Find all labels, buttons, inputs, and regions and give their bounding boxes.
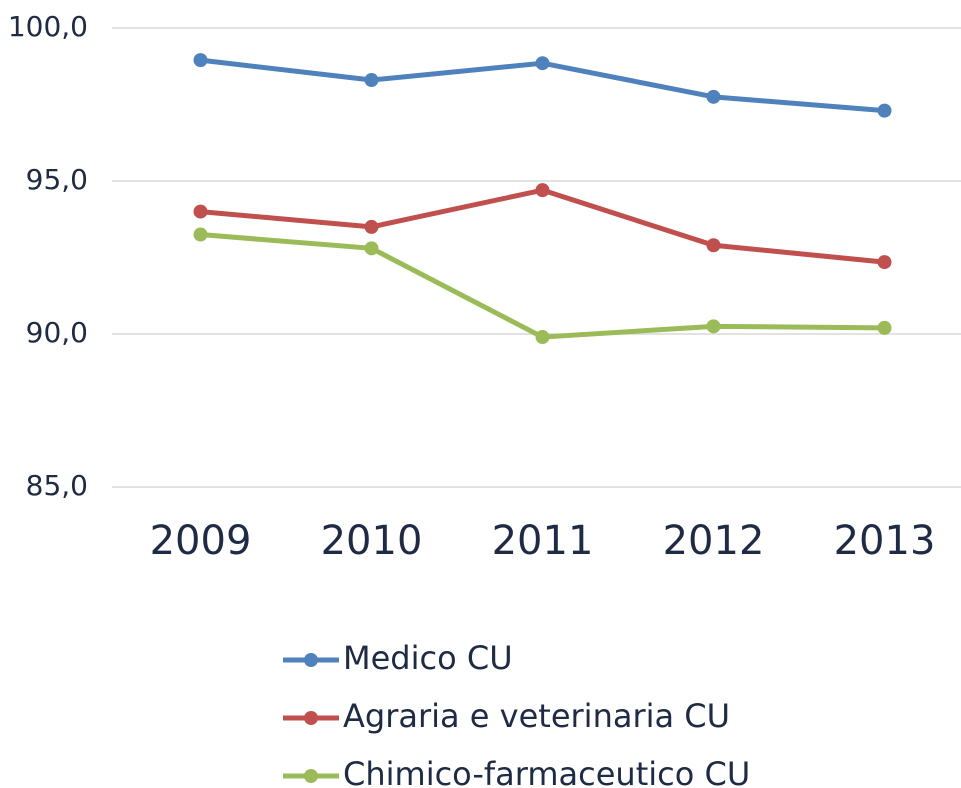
point (877, 103, 892, 118)
series-line (200, 187, 885, 265)
point (877, 320, 892, 335)
point (364, 241, 379, 256)
legend-label: Medico CU (343, 639, 513, 677)
point (193, 53, 208, 68)
point (706, 319, 721, 334)
legend-marker (304, 653, 318, 667)
x-tick-label: 2009 (150, 518, 252, 564)
legend-marker (304, 711, 318, 725)
point (535, 183, 550, 198)
legend-label: Chimico-farmaceutico CU (343, 755, 750, 788)
point (193, 204, 208, 219)
y-tick-label: 95,0 (26, 163, 88, 196)
point (877, 255, 892, 270)
y-tick-label: 100,0 (8, 10, 88, 43)
legend-marker (304, 769, 318, 783)
point (535, 56, 550, 71)
point (535, 330, 550, 345)
x-tick-label: 2013 (834, 518, 936, 564)
point (706, 238, 721, 253)
y-tick-label: 90,0 (26, 316, 88, 349)
x-tick-label: 2012 (663, 518, 765, 564)
point (364, 219, 379, 234)
x-tick-label: 2011 (492, 518, 594, 564)
x-tick-label: 2010 (321, 518, 423, 564)
legend-label: Agraria e veterinaria CU (343, 697, 730, 735)
point (193, 227, 208, 242)
y-tick-label: 85,0 (26, 469, 88, 502)
point (364, 73, 379, 88)
point (706, 89, 721, 104)
